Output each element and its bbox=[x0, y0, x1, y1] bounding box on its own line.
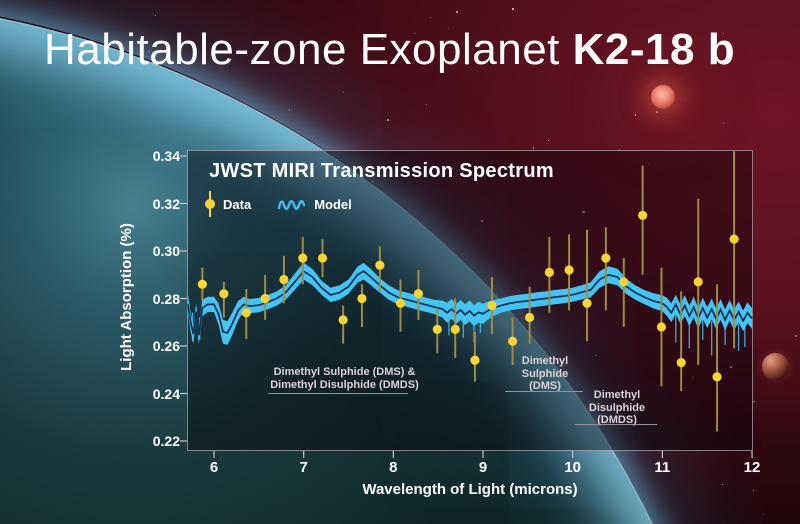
x-tick-label: 6 bbox=[209, 459, 219, 476]
star bbox=[684, 98, 687, 100]
star bbox=[456, 11, 458, 13]
star bbox=[547, 140, 549, 142]
star bbox=[148, 51, 151, 54]
annotation-underline bbox=[575, 424, 657, 425]
star bbox=[582, 211, 585, 214]
page-title-light: Habitable-zone Exoplanet bbox=[44, 25, 560, 74]
small-red-planet bbox=[762, 353, 789, 380]
legend-data-label: Data bbox=[223, 196, 252, 212]
star bbox=[564, 366, 565, 367]
star bbox=[429, 16, 431, 18]
star bbox=[647, 162, 650, 164]
star bbox=[691, 377, 694, 379]
x-axis-title: Wavelength of Light (microns) bbox=[362, 481, 578, 498]
y-tick-label: 0.26 bbox=[152, 338, 180, 354]
y-tick-label: 0.28 bbox=[152, 290, 180, 307]
legend-model-label: Model bbox=[314, 196, 352, 212]
star bbox=[413, 33, 415, 35]
star bbox=[722, 122, 725, 124]
star bbox=[447, 27, 450, 30]
y-tick-label: 0.22 bbox=[152, 433, 180, 449]
star bbox=[595, 354, 597, 357]
star bbox=[656, 111, 659, 114]
star bbox=[507, 165, 509, 168]
star bbox=[154, 15, 157, 17]
x-tick-label: 9 bbox=[478, 459, 488, 476]
star bbox=[372, 181, 374, 183]
page-title: Habitable-zone Exoplanet K2-18 b bbox=[44, 24, 735, 76]
model-wave-icon bbox=[277, 200, 306, 210]
y-tick-label: 0.32 bbox=[152, 195, 180, 212]
star bbox=[386, 119, 389, 122]
star bbox=[382, 39, 384, 41]
star bbox=[722, 33, 724, 35]
star bbox=[426, 104, 428, 106]
star bbox=[753, 400, 755, 403]
star bbox=[512, 8, 514, 10]
star bbox=[343, 91, 345, 93]
star bbox=[634, 114, 637, 116]
star bbox=[480, 219, 483, 222]
y-tick-label: 0.24 bbox=[152, 385, 180, 402]
chart-legend: Data Model bbox=[204, 191, 352, 217]
page-title-bold: K2-18 b bbox=[572, 25, 736, 74]
annotation-underline bbox=[268, 393, 408, 394]
annotation-dms-dmds: Dimethyl Sulphide (DMS) & Dimethyl Disul… bbox=[270, 366, 419, 391]
star bbox=[752, 489, 755, 492]
y-tick-label: 0.34 bbox=[152, 148, 180, 164]
chart-title: JWST MIRI Transmission Spectrum bbox=[209, 160, 554, 182]
y-tick-labels: 0.34 0.32 0.30 0.28 0.26 0.24 0.22 bbox=[138, 0, 180, 524]
annotation-underline bbox=[505, 391, 583, 392]
x-tick-label: 7 bbox=[299, 459, 308, 476]
star bbox=[762, 513, 764, 515]
red-dwarf-star bbox=[651, 85, 675, 109]
star bbox=[721, 483, 723, 485]
star bbox=[288, 108, 291, 111]
star bbox=[729, 365, 732, 368]
data-point-icon bbox=[204, 191, 216, 217]
x-tick-label: 11 bbox=[654, 459, 671, 476]
star bbox=[619, 149, 621, 151]
annotation-dmds: Dimethyl Disulphide (DMDS) bbox=[588, 389, 646, 426]
annotation-dms: Dimethyl Sulphide (DMS) bbox=[521, 355, 569, 392]
x-tick-label: 8 bbox=[389, 459, 398, 476]
star bbox=[724, 162, 727, 165]
x-tick-label: 10 bbox=[564, 459, 582, 476]
x-tick-label: 12 bbox=[743, 459, 761, 476]
y-tick-label: 0.30 bbox=[152, 243, 180, 259]
star bbox=[795, 334, 798, 337]
